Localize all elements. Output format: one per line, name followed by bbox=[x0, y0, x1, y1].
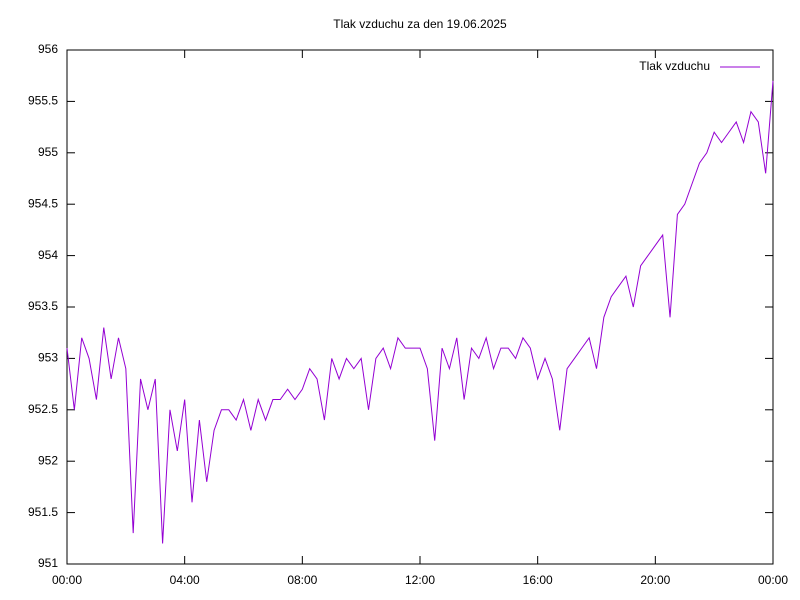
y-tick-label: 953 bbox=[38, 351, 58, 365]
x-tick-label: 08:00 bbox=[287, 573, 317, 587]
y-tick-label: 951 bbox=[38, 556, 58, 570]
x-tick-label: 12:00 bbox=[405, 573, 435, 587]
y-tick-label: 955 bbox=[38, 145, 58, 159]
x-tick-label: 00:00 bbox=[52, 573, 82, 587]
x-tick-label: 00:00 bbox=[758, 573, 788, 587]
legend-label: Tlak vzduchu bbox=[639, 59, 710, 73]
y-tick-label: 955.5 bbox=[28, 94, 58, 108]
data-line bbox=[66, 80, 774, 544]
x-tick-label: 16:00 bbox=[523, 573, 553, 587]
y-tick-label: 956 bbox=[38, 42, 58, 56]
y-tick-label: 951.5 bbox=[28, 505, 58, 519]
y-tick-label: 954.5 bbox=[28, 196, 58, 210]
x-tick-label: 20:00 bbox=[640, 573, 670, 587]
y-tick-label: 952.5 bbox=[28, 402, 58, 416]
y-tick-label: 954 bbox=[38, 248, 58, 262]
y-tick-label: 952 bbox=[38, 453, 58, 467]
x-tick-label: 04:00 bbox=[170, 573, 200, 587]
chart-title: Tlak vzduchu za den 19.06.2025 bbox=[333, 17, 507, 31]
y-tick-label: 953.5 bbox=[28, 299, 58, 313]
